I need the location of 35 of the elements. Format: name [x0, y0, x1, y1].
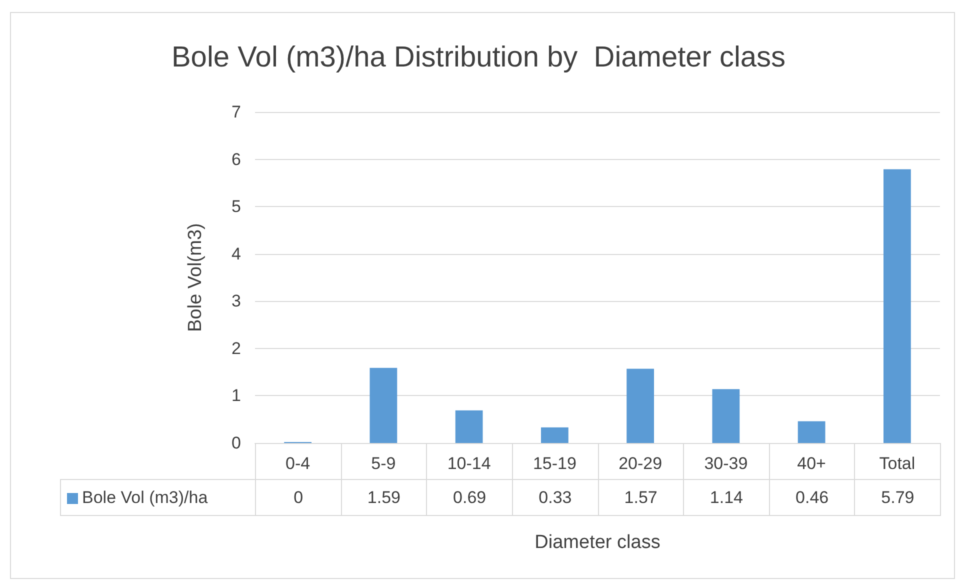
- data-label: 0: [256, 480, 342, 516]
- x-axis-title: Diameter class: [534, 532, 660, 553]
- y-tick-label: 5: [232, 197, 241, 216]
- y-tick-label: 1: [232, 386, 241, 406]
- bar: [455, 410, 483, 443]
- data-label: 0.33: [512, 480, 598, 516]
- y-tick-label: 2: [232, 338, 241, 358]
- x-tick-label: 10-14: [447, 454, 491, 473]
- y-tick-label: 3: [232, 292, 241, 311]
- y-tick-label: 7: [232, 102, 241, 122]
- data-label: 1.14: [684, 480, 770, 516]
- bar: [370, 368, 398, 443]
- data-label: 5.79: [854, 480, 940, 516]
- x-tick-label: 0-4: [286, 454, 310, 473]
- y-tick-label: 6: [232, 150, 241, 169]
- bar: [883, 169, 911, 443]
- data-label: 1.59: [341, 480, 427, 516]
- y-tick-label: 4: [232, 244, 241, 264]
- bar: [798, 421, 826, 443]
- bar: [540, 427, 568, 443]
- data-label: 0.46: [769, 480, 855, 516]
- y-tick-label: 0: [232, 434, 241, 452]
- data-label: 0.69: [426, 480, 512, 516]
- x-tick-label: 40+: [797, 454, 826, 473]
- data-label: 1.57: [598, 480, 684, 516]
- x-tick-label: 30-39: [704, 454, 748, 473]
- y-axis-title: Bole Vol(m3): [185, 223, 206, 332]
- x-tick-label: 5-9: [371, 454, 396, 473]
- bar: [626, 368, 654, 443]
- legend-label: Bole Vol (m3)/ha: [82, 488, 208, 506]
- chart-title: Bole Vol (m3)/ha Distribution by Diameter class: [171, 42, 786, 74]
- bar: [712, 389, 740, 443]
- x-tick-label: 20-29: [618, 454, 662, 473]
- x-tick-label: 15-19: [532, 454, 576, 473]
- x-tick-label: Total: [879, 454, 916, 473]
